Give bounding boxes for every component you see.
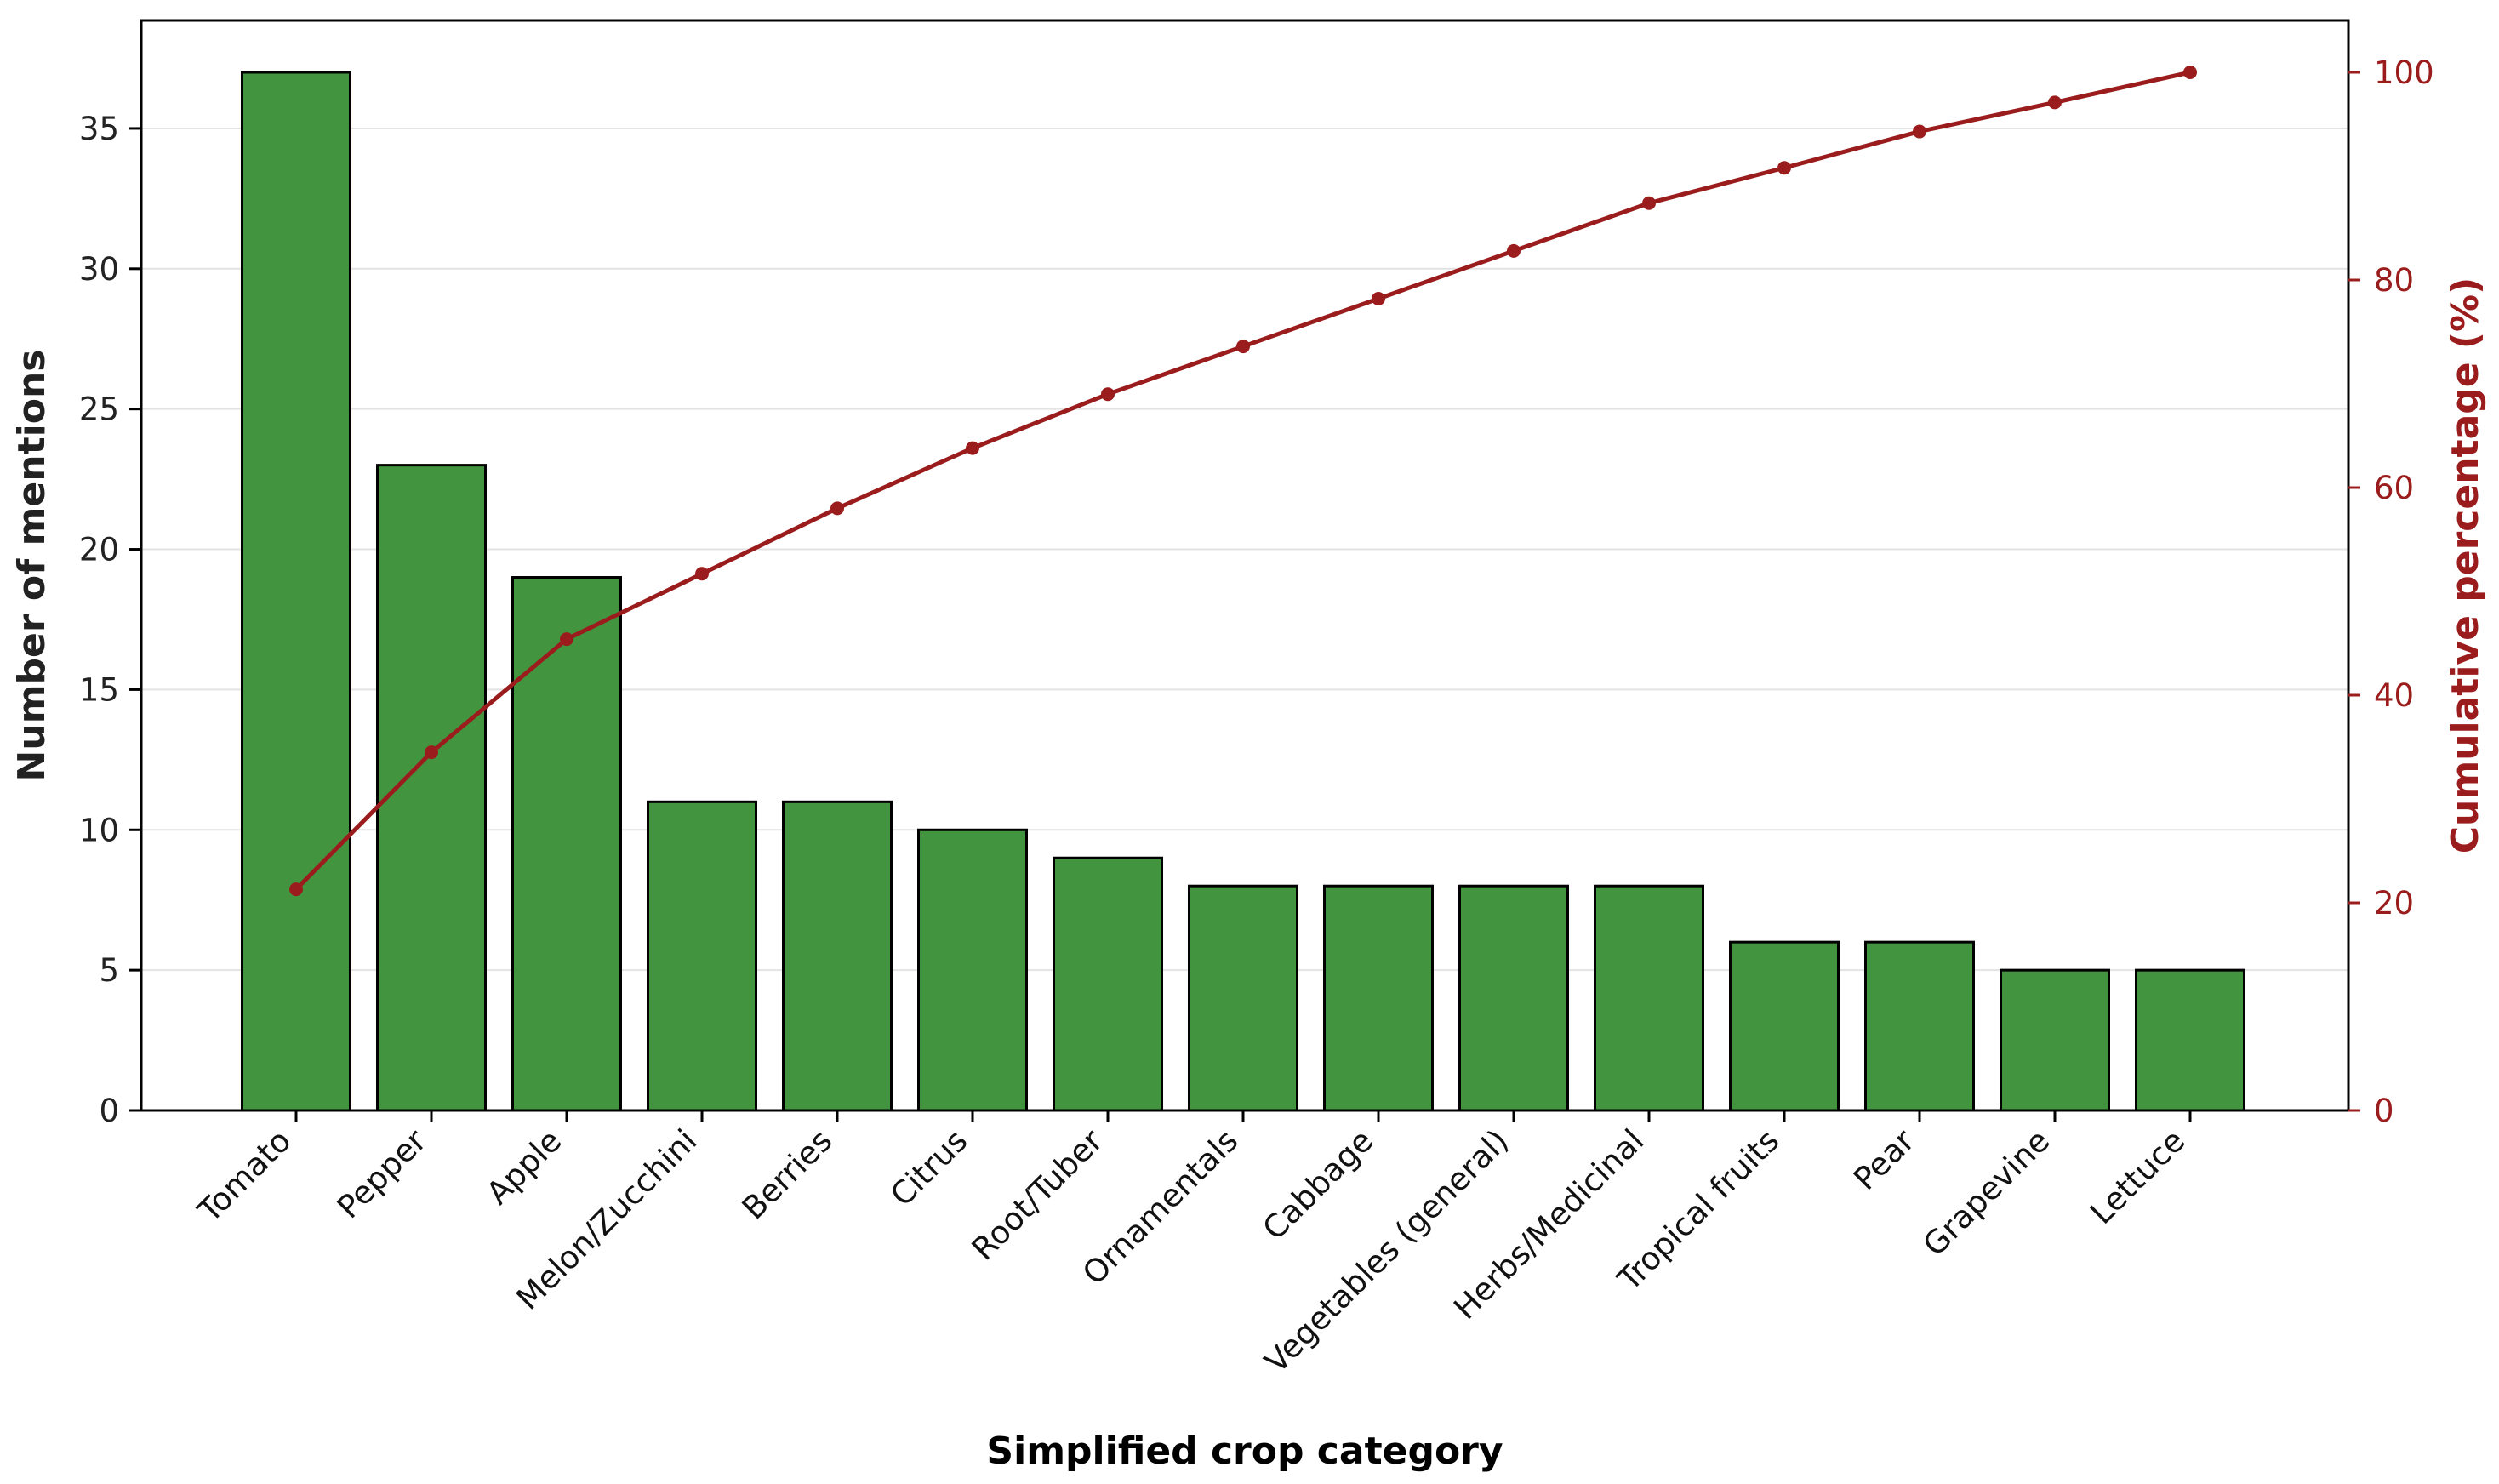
y-tick-label: 30 xyxy=(79,251,119,288)
x-axis-title: Simplified crop category xyxy=(986,1430,1503,1473)
bar xyxy=(917,828,1028,1112)
cumulative-point xyxy=(1777,161,1791,175)
cumulative-point xyxy=(1507,243,1521,258)
cumulative-point xyxy=(1642,196,1656,210)
bar xyxy=(241,71,351,1112)
cumulative-point xyxy=(1372,291,1385,305)
y-axis-right: 0 20 40 60 80 100 xyxy=(2348,54,2434,1129)
y-axis-title: Number of mentions xyxy=(10,350,54,782)
cumulative-point xyxy=(695,567,709,581)
y-tick-label: 35 xyxy=(79,111,119,147)
y2-tick-label: 0 xyxy=(2374,1093,2394,1129)
x-tick-label: Vegetables (general) xyxy=(1258,1122,1515,1380)
cumulative-point xyxy=(2183,66,2197,79)
x-tick-label: Berries xyxy=(735,1122,840,1227)
y-tick-label: 0 xyxy=(99,1093,119,1129)
y2-tick-label: 40 xyxy=(2374,677,2414,714)
y-tick-label: 5 xyxy=(99,952,119,989)
bar xyxy=(647,800,757,1112)
bar xyxy=(2135,968,2245,1112)
cumulative-point xyxy=(289,882,303,897)
cumulative-point xyxy=(425,745,438,760)
y2-tick-label: 80 xyxy=(2374,262,2414,299)
cumulative-point xyxy=(560,632,573,647)
cumulative-point xyxy=(1101,387,1115,402)
x-tick-label: Root/Tuber xyxy=(965,1122,1110,1267)
bar xyxy=(1188,884,1298,1112)
y2-tick-label: 100 xyxy=(2374,54,2434,91)
y-tick-label: 25 xyxy=(79,391,119,428)
y-tick-label: 20 xyxy=(79,532,119,568)
bar xyxy=(1053,856,1163,1112)
bar xyxy=(1458,884,1569,1112)
cumulative-line xyxy=(289,66,2197,897)
bar xyxy=(1323,884,1434,1112)
cumulative-point xyxy=(966,441,979,455)
cumulative-point xyxy=(830,501,844,516)
bar xyxy=(1594,884,1704,1112)
x-tick-label: Pear xyxy=(1846,1122,1922,1197)
y2-tick-label: 60 xyxy=(2374,470,2414,506)
y-axis-left: 0 5 10 15 20 25 30 35 xyxy=(79,111,141,1129)
x-tick-label: Lettuce xyxy=(2083,1122,2192,1231)
cumulative-point xyxy=(1913,124,1926,139)
plot-frame xyxy=(140,19,2350,1112)
y-tick-label: 10 xyxy=(79,812,119,848)
bar xyxy=(1864,940,1975,1112)
x-tick-label: Citrus xyxy=(883,1122,974,1213)
cumulative-point xyxy=(2048,95,2062,110)
x-tick-label: Tomato xyxy=(191,1122,298,1230)
bar xyxy=(782,800,893,1112)
y2-axis-title: Cumulative percentage (%) xyxy=(2444,277,2487,854)
x-tick-label: Pepper xyxy=(330,1122,434,1225)
bars xyxy=(241,71,2245,1112)
bar xyxy=(1729,940,1840,1112)
x-tick-label: Grapevine xyxy=(1916,1122,2057,1264)
x-tick-label: Apple xyxy=(479,1122,568,1212)
x-tick-label: Cabbage xyxy=(1256,1122,1381,1247)
y-tick-label: 15 xyxy=(79,671,119,708)
cumulative-point xyxy=(1236,340,1250,354)
bar xyxy=(2000,968,2110,1112)
y2-tick-label: 20 xyxy=(2374,885,2414,922)
bar xyxy=(511,576,622,1112)
